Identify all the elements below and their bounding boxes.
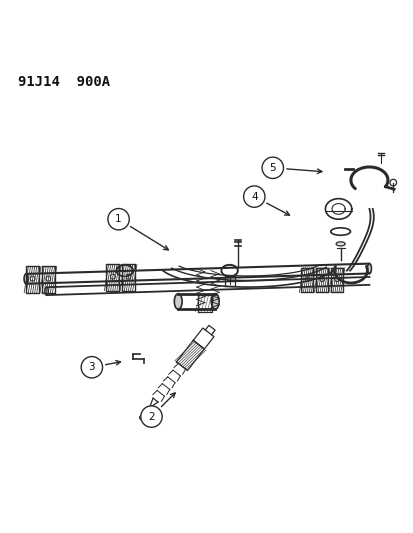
Text: 5: 5 bbox=[269, 163, 275, 173]
Text: 91J14  900A: 91J14 900A bbox=[18, 75, 110, 90]
Ellipse shape bbox=[335, 242, 344, 246]
Ellipse shape bbox=[174, 294, 182, 309]
Text: 3: 3 bbox=[88, 362, 95, 372]
Text: 4: 4 bbox=[250, 191, 257, 201]
Text: 1: 1 bbox=[115, 214, 121, 224]
Circle shape bbox=[81, 357, 102, 378]
Circle shape bbox=[243, 186, 264, 207]
Circle shape bbox=[261, 157, 283, 179]
Ellipse shape bbox=[45, 287, 48, 295]
Circle shape bbox=[140, 406, 162, 427]
Ellipse shape bbox=[24, 274, 28, 284]
Circle shape bbox=[108, 208, 129, 230]
Text: 2: 2 bbox=[148, 411, 154, 422]
Ellipse shape bbox=[211, 294, 218, 309]
Ellipse shape bbox=[367, 264, 370, 273]
